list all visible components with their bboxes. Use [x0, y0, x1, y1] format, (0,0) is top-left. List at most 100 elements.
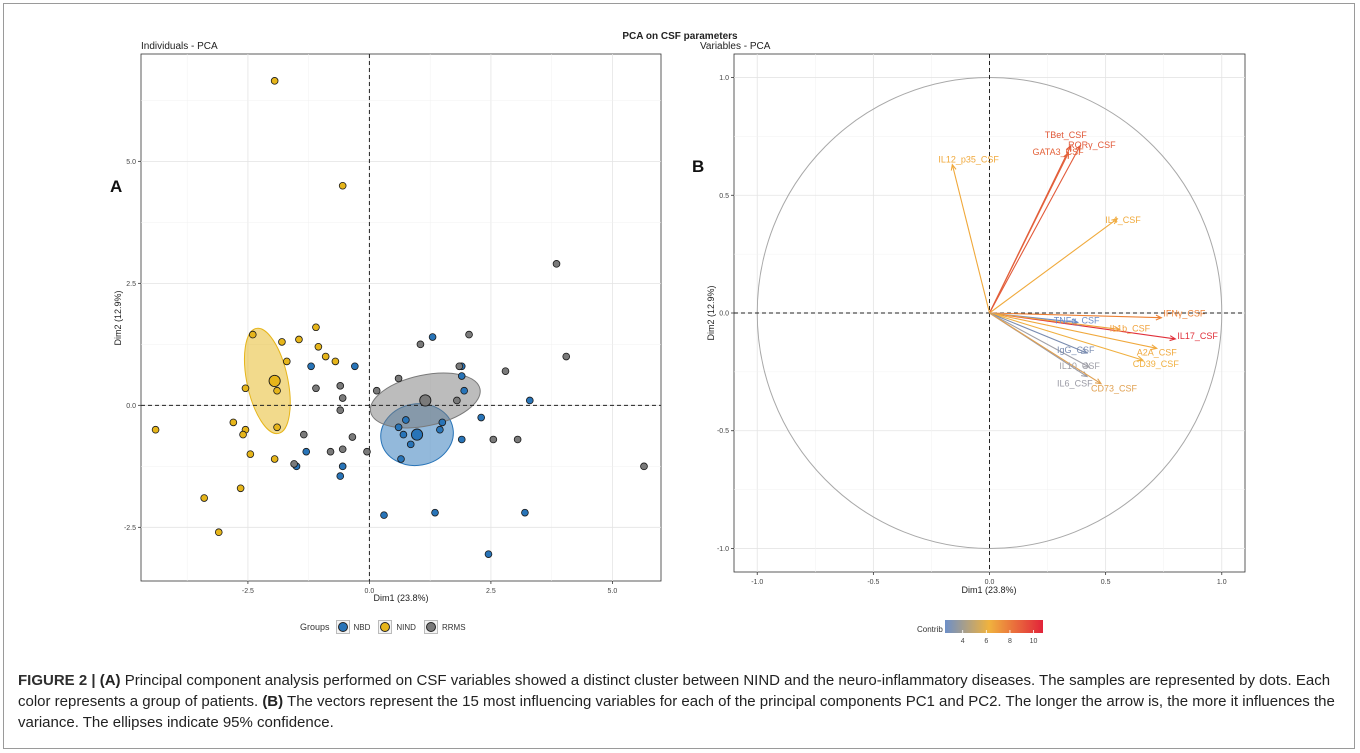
vector-ror-csf	[989, 145, 1081, 314]
vector-il12-p35-csf	[951, 164, 991, 314]
arrowhead-gata3-csf	[1063, 151, 1070, 159]
point-nbd-13	[438, 418, 447, 427]
point-nbd-5	[351, 362, 359, 371]
arrowhead-il10-csf	[1083, 362, 1091, 368]
point-nbd-23	[521, 508, 529, 517]
vector-label-il12-p35-csf: IL12_p35_CSF	[938, 155, 999, 165]
legend-key-nind	[378, 620, 393, 634]
legend-label-rrms: RRMS	[441, 622, 466, 632]
point-nind-14	[229, 418, 238, 427]
point-nbd-22	[484, 550, 493, 558]
point-rrms-1	[336, 382, 345, 390]
panel-b-xlabel: Dim1 (23.8%)	[961, 585, 1016, 595]
legend-key-rrms	[423, 620, 438, 634]
point-nbd-20	[380, 511, 388, 519]
caption-label: FIGURE 2 |	[18, 672, 96, 689]
point-nbd-0	[307, 362, 315, 371]
point-rrms-9	[363, 447, 371, 456]
vector-igg-csf	[989, 312, 1088, 354]
point-nbd-16	[460, 386, 468, 395]
point-rrms-8	[338, 445, 347, 454]
b-xtick-label-4: 1.0	[1217, 579, 1227, 586]
a-ytick-label-2: 2.5	[126, 281, 136, 288]
point-nbd-6	[402, 416, 410, 424]
legend-label-nbd: NBD	[353, 622, 371, 632]
point-rrms-3	[336, 406, 345, 415]
legend-item-rrms: RRMS	[423, 620, 466, 634]
point-nbd-15	[457, 372, 466, 380]
point-nind-8	[331, 357, 340, 366]
point-nind-15	[273, 423, 281, 432]
vector-cd39-csf	[989, 312, 1143, 361]
vector-il10-csf	[989, 312, 1090, 368]
point-nbd-2	[302, 447, 311, 456]
figure-caption: FIGURE 2 | (A) Principal component analy…	[18, 670, 1338, 733]
vector-label-ifn-csf: IFNγ_CSF	[1163, 309, 1206, 319]
panel-b-title: Variables - PCA	[700, 41, 771, 52]
arrowhead-il4-csf	[1111, 218, 1119, 225]
a-xtick-label-3: 5.0	[608, 588, 618, 595]
vector-label-cd39-csf: CD39_CSF	[1133, 359, 1180, 369]
a-ytick-label-1: 0.0	[126, 403, 136, 410]
point-rrms-20	[640, 462, 648, 471]
vector-label-il10-csf: IL10_CSF	[1059, 361, 1100, 371]
b-xtick-label-1: -0.5	[867, 579, 879, 586]
point-nind-3	[295, 335, 303, 344]
vector-label-a2a-csf: A2A_CSF	[1137, 347, 1178, 357]
point-rrms-12	[455, 362, 464, 371]
point-nbd-19	[525, 396, 534, 405]
point-nbd-18	[457, 435, 466, 444]
panel-b-ylabel: Dim2 (12.9%)	[706, 285, 716, 340]
panel-a-letter: A	[110, 177, 122, 196]
b-ytick-label-4: 1.0	[719, 75, 729, 82]
point-nind-16	[246, 450, 255, 458]
vector-a2a-csf	[989, 312, 1157, 349]
point-nbd-17	[477, 413, 485, 422]
b-xtick-label-3: 0.5	[1101, 579, 1111, 586]
vector-label-tnf-csf: TNFα_CSF	[1054, 315, 1100, 325]
contrib-tick-label-0: 4	[961, 638, 965, 645]
point-nbd-7	[394, 423, 403, 432]
contrib-tick-label-1: 6	[984, 638, 988, 645]
point-rrms-15	[453, 396, 461, 405]
vector-label-il17-csf: IL17_CSF	[1177, 331, 1218, 341]
contrib-colorbar	[945, 620, 1043, 633]
point-nbd-11	[406, 440, 415, 449]
caption-a-ref: (A)	[99, 672, 121, 689]
vector-gata3-csf	[989, 152, 1069, 314]
point-nind-7	[321, 352, 330, 361]
vector-label-igg-csf: IgG_CSF	[1057, 345, 1095, 355]
point-rrms-13	[465, 330, 473, 339]
caption-text-2: The vectors represent the 15 most influe…	[18, 693, 1335, 731]
point-rrms-19	[562, 352, 571, 361]
a-ytick-label-0: -2.5	[124, 525, 136, 532]
point-rrms-5	[290, 460, 298, 468]
legend-item-nind: NIND	[378, 620, 416, 634]
arrowhead-ror-csf	[1074, 144, 1081, 152]
centroid-rrms	[419, 394, 432, 407]
point-nind-0	[270, 77, 279, 85]
figure-frame	[3, 3, 1355, 749]
a-xtick-label-1: 0.0	[365, 588, 375, 595]
point-rrms-0	[312, 384, 320, 393]
arrowhead-cd39-csf	[1136, 355, 1145, 362]
vector-cd73-csf	[989, 312, 1102, 385]
centroid-nind	[268, 374, 281, 387]
b-ytick-label-1: -0.5	[717, 428, 729, 435]
contrib-legend: Contrib 4 6 8 10	[917, 620, 1043, 645]
a-xtick-label-0: -2.5	[242, 588, 254, 595]
vector-ifn-csf	[989, 312, 1162, 319]
point-rrms-17	[513, 435, 522, 444]
a-xtick-label-2: 2.5	[486, 588, 496, 595]
groups-legend-title: Groups	[300, 622, 330, 632]
point-nind-1	[338, 181, 347, 190]
point-nbd-4	[338, 462, 347, 471]
point-nbd-12	[436, 425, 444, 434]
a-ytick-label-3: 5.0	[126, 159, 136, 166]
point-nind-19	[236, 484, 245, 493]
vector-il1b-csf	[989, 312, 1120, 331]
nind-dot-icon	[380, 622, 391, 632]
vector-label-cd73-csf: CD73_CSF	[1091, 384, 1138, 394]
